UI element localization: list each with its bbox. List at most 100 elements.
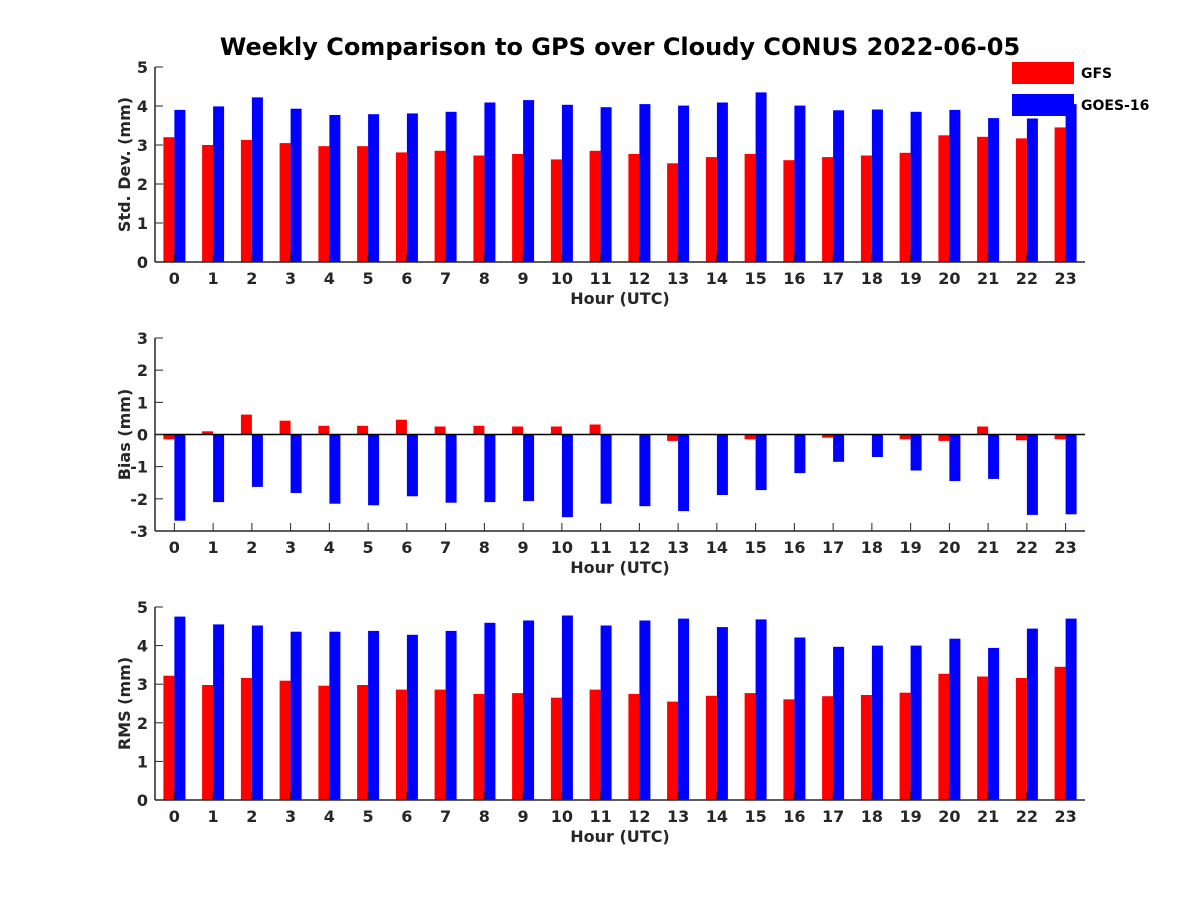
y-tick-label: 2 xyxy=(137,361,148,380)
x-tick-label: 13 xyxy=(667,269,689,288)
bar-gfs-4 xyxy=(318,425,330,435)
x-tick-label: 5 xyxy=(363,538,374,557)
x-tick-label: 0 xyxy=(169,269,180,288)
bar-gfs-1 xyxy=(202,685,214,800)
bar-goes-16-13 xyxy=(678,618,690,800)
bar-gfs-19 xyxy=(899,692,911,800)
bar-gfs-14 xyxy=(705,695,717,800)
x-tick-label: 17 xyxy=(822,538,844,557)
x-tick-label: 6 xyxy=(401,807,412,826)
bar-goes-16-11 xyxy=(600,625,612,800)
x-tick-label: 18 xyxy=(861,538,883,557)
bar-goes-16-4 xyxy=(329,115,341,262)
bar-goes-16-22 xyxy=(1026,434,1038,515)
bar-gfs-9 xyxy=(512,426,524,435)
bar-goes-16-2 xyxy=(251,97,263,263)
x-tick-label: 20 xyxy=(938,538,960,557)
bar-goes-16-12 xyxy=(639,620,651,800)
x-tick-label: 15 xyxy=(744,269,766,288)
x-tick-label: 17 xyxy=(822,269,844,288)
x-tick-label: 19 xyxy=(899,538,921,557)
x-tick-label: 18 xyxy=(861,807,883,826)
y-tick-label: 1 xyxy=(137,214,148,233)
bar-gfs-23 xyxy=(1054,127,1066,263)
x-tick-label: 3 xyxy=(285,269,296,288)
bar-gfs-21 xyxy=(977,136,989,262)
x-tick-label: 4 xyxy=(324,269,335,288)
y-tick-label: 3 xyxy=(137,675,148,694)
bar-goes-16-22 xyxy=(1026,628,1038,800)
x-tick-label: 23 xyxy=(1054,807,1076,826)
bar-goes-16-19 xyxy=(910,645,922,800)
x-axis-label: Hour (UTC) xyxy=(570,558,670,577)
bar-gfs-2 xyxy=(240,414,252,435)
bar-goes-16-18 xyxy=(871,645,883,800)
x-tick-label: 16 xyxy=(783,269,805,288)
bar-goes-16-5 xyxy=(368,434,380,506)
bar-gfs-5 xyxy=(357,146,369,262)
bar-goes-16-10 xyxy=(561,434,573,518)
bar-goes-16-21 xyxy=(988,647,1000,800)
x-tick-label: 22 xyxy=(1016,538,1038,557)
bar-goes-16-19 xyxy=(910,434,922,471)
x-tick-label: 2 xyxy=(246,538,257,557)
bar-goes-16-18 xyxy=(871,434,883,457)
bar-goes-16-4 xyxy=(329,434,341,504)
legend-label-goes-16: GOES-16 xyxy=(1081,98,1149,114)
bar-gfs-8 xyxy=(473,425,485,435)
x-tick-label: 9 xyxy=(518,807,529,826)
bar-gfs-18 xyxy=(860,695,872,800)
bar-goes-16-16 xyxy=(794,105,806,262)
bar-goes-16-16 xyxy=(794,434,806,474)
bar-gfs-22 xyxy=(1015,678,1027,800)
x-tick-label: 0 xyxy=(169,807,180,826)
bar-gfs-3 xyxy=(279,680,291,800)
bar-gfs-17 xyxy=(822,157,834,262)
x-tick-label: 23 xyxy=(1054,538,1076,557)
x-tick-label: 6 xyxy=(401,269,412,288)
x-axis-label: Hour (UTC) xyxy=(570,827,670,846)
x-tick-label: 14 xyxy=(706,807,728,826)
x-tick-label: 8 xyxy=(479,269,490,288)
x-tick-label: 1 xyxy=(208,538,219,557)
x-tick-label: 5 xyxy=(363,269,374,288)
bar-goes-16-0 xyxy=(174,434,186,521)
bar-goes-16-9 xyxy=(523,434,535,502)
bar-gfs-7 xyxy=(434,150,446,262)
x-tick-label: 8 xyxy=(479,807,490,826)
x-tick-label: 12 xyxy=(628,807,650,826)
y-tick-label: 3 xyxy=(137,136,148,155)
bar-gfs-9 xyxy=(512,693,524,800)
x-tick-label: 13 xyxy=(667,807,689,826)
x-tick-label: 1 xyxy=(208,269,219,288)
bar-goes-16-4 xyxy=(329,631,341,800)
bar-gfs-23 xyxy=(1054,666,1066,800)
bar-gfs-15 xyxy=(744,693,756,800)
bar-goes-16-14 xyxy=(716,627,728,800)
bar-goes-16-23 xyxy=(1065,104,1077,262)
bar-goes-16-5 xyxy=(368,114,380,262)
bar-gfs-21 xyxy=(977,676,989,800)
x-tick-label: 20 xyxy=(938,807,960,826)
bar-gfs-2 xyxy=(240,678,252,800)
bar-goes-16-11 xyxy=(600,107,612,262)
bar-goes-16-20 xyxy=(949,638,961,800)
y-axis-label: RMS (mm) xyxy=(115,657,134,750)
y-tick-label: 0 xyxy=(137,253,148,272)
bar-gfs-17 xyxy=(822,434,834,438)
x-tick-label: 21 xyxy=(977,538,999,557)
bar-gfs-3 xyxy=(279,143,291,262)
bar-gfs-13 xyxy=(667,163,679,262)
x-tick-label: 23 xyxy=(1054,269,1076,288)
y-tick-label: 2 xyxy=(137,175,148,194)
bar-gfs-6 xyxy=(395,689,407,800)
bar-goes-16-20 xyxy=(949,109,961,263)
bar-goes-16-15 xyxy=(755,619,767,800)
bar-goes-16-12 xyxy=(639,434,651,507)
bar-goes-16-2 xyxy=(251,434,263,487)
y-tick-label: -2 xyxy=(130,490,148,509)
x-tick-label: 21 xyxy=(977,269,999,288)
